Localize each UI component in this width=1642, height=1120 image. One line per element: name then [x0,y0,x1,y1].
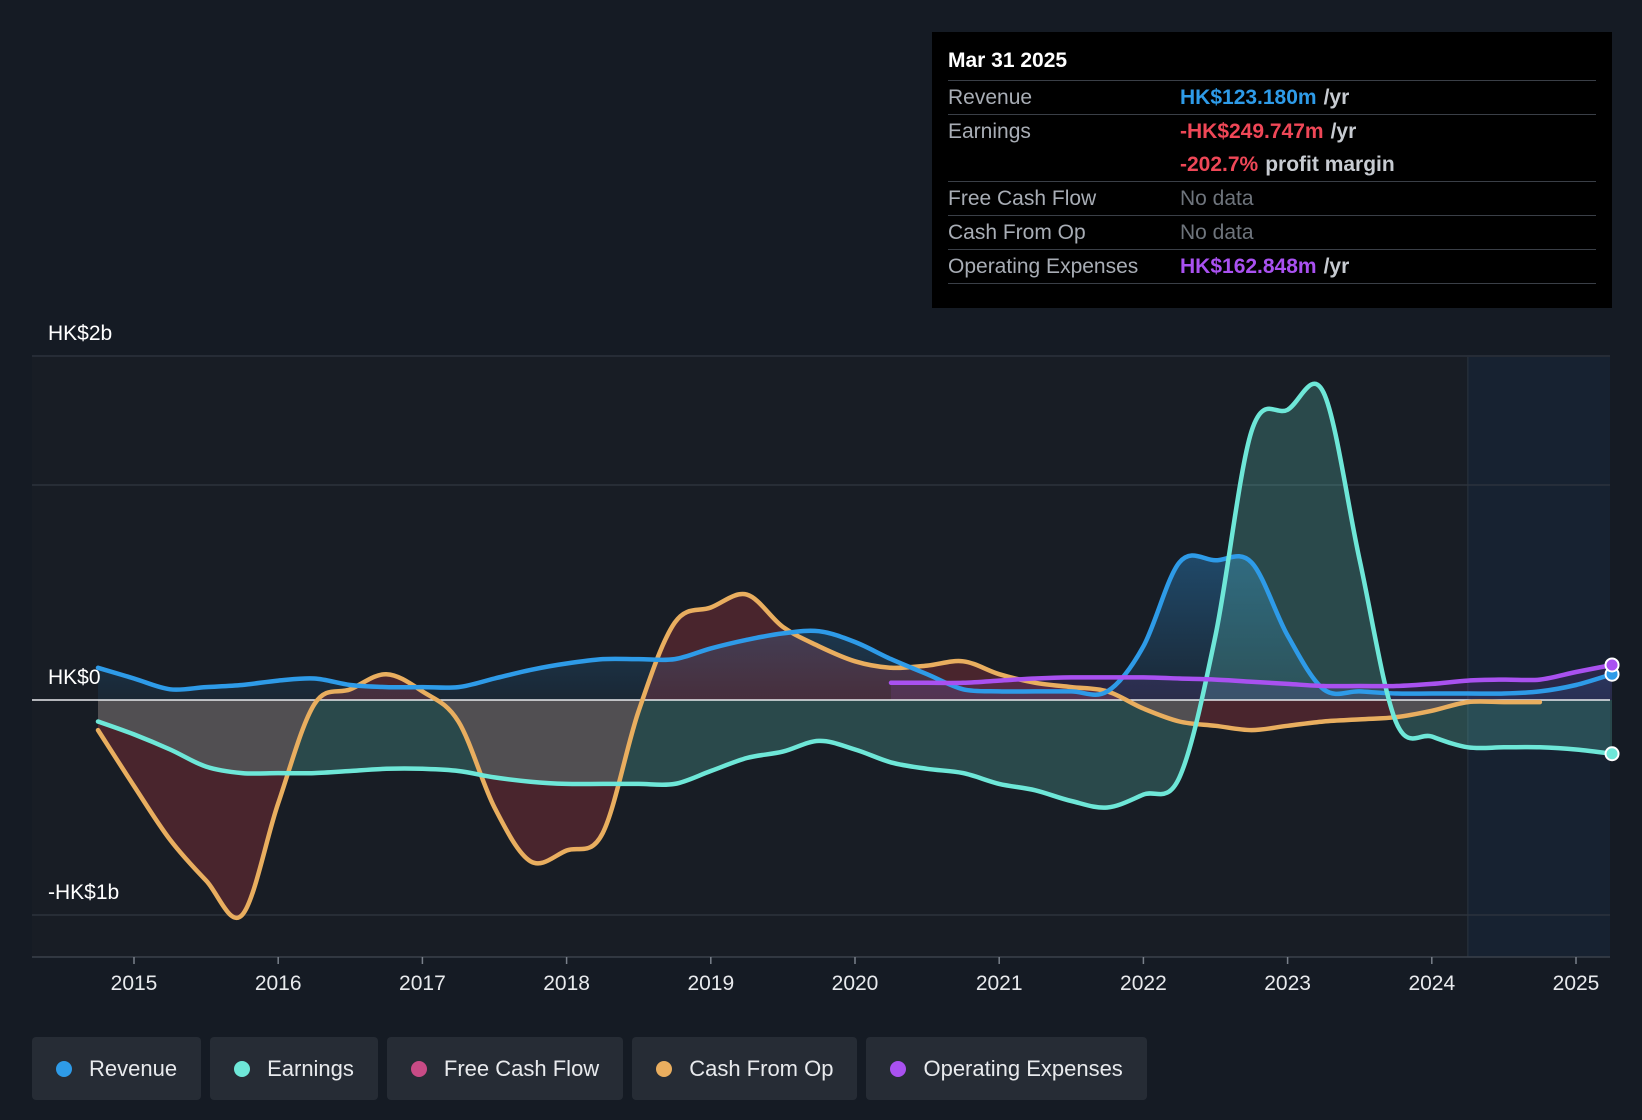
tooltip-value-opex: HK$162.848m [1180,255,1317,278]
x-tick-label: 2015 [111,972,158,995]
legend-dot-icon [656,1060,673,1077]
line-operating-expenses [888,662,1615,689]
y-tick-label: HK$0 [48,666,101,689]
legend-dot-icon [410,1060,427,1077]
tooltip-row-margin: -202.7% profit margin [948,148,1596,182]
tooltip-unit-revenue: /yr [1323,86,1350,109]
legend-item-earnings[interactable]: Earnings [210,1037,378,1100]
tooltip-label-earnings: Earnings [948,120,1031,143]
legend-dot-icon [234,1060,251,1077]
tooltip-value-revenue: HK$123.180m [1180,86,1317,109]
y-axis: HK$2b HK$0 -HK$1b [48,322,119,904]
x-tick-label: 2022 [1120,972,1167,995]
tooltip-row-revenue: Revenue HK$123.180m/yr [948,81,1596,115]
tooltip-value-fcf: No data [1180,187,1254,210]
line-earnings [95,381,1615,810]
legend-label-operating-expenses: Operating Expenses [923,1055,1123,1081]
plot-background [32,357,1610,957]
legend-dot-icon [890,1060,907,1077]
x-tick-label: 2021 [976,972,1023,995]
x-tick-label: 2020 [832,972,879,995]
tooltip-row-opex: Operating Expenses HK$162.848m/yr [948,250,1596,284]
forecast-region [1467,357,1610,957]
legend-item-operating-expenses[interactable]: Operating Expenses [866,1037,1147,1100]
tooltip-label-revenue: Revenue [948,86,1033,109]
legend-dot-icon [56,1060,72,1077]
x-tick-label: 2023 [1264,972,1311,995]
series-lines [32,381,1615,920]
tooltip-date: Mar 31 2025 [948,46,1596,81]
tooltip-row-earnings: Earnings -HK$249.747m/yr [948,115,1596,148]
legend-item-free-cash-flow[interactable]: Free Cash Flow [386,1037,624,1100]
x-tick-label: 2017 [399,972,446,995]
legend-item-revenue[interactable]: Revenue [32,1037,202,1100]
tooltip-value-earnings: -HK$249.747m [1180,120,1324,143]
legend-item-cash-from-op[interactable]: Cash From Op [632,1037,858,1100]
tooltip-unit-opex: /yr [1323,255,1350,278]
y-tick-label: -HK$1b [48,881,119,904]
line-cash-from-op [95,591,1543,920]
tooltip-row-cfo: Cash From Op No data [948,216,1596,250]
area-earnings [98,383,1612,808]
x-tick-label: 2016 [255,972,302,995]
end-marker-operating-expenses [1604,657,1620,673]
area-revenue [98,555,1612,700]
x-tick-label: 2024 [1408,972,1455,995]
y-tick-label: HK$2b [48,322,112,345]
tooltip-value-margin: -202.7% [1180,153,1259,176]
tooltip-label-cfo: Cash From Op [948,221,1086,244]
end-markers [1604,657,1620,762]
x-tick-label: 2019 [687,972,734,995]
line-revenue [95,553,1615,697]
tooltip-unit-earnings: /yr [1330,120,1357,143]
legend-label-free-cash-flow: Free Cash Flow [443,1055,600,1081]
x-tick-label: 2025 [1553,972,1600,995]
legend-label-earnings: Earnings [267,1055,354,1081]
x-axis: 2015 2016 2017 2018 2019 2020 2021 2022 2023 2024… [111,957,1600,995]
x-tick-label: 2018 [543,972,590,995]
tooltip-label-opex: Operating Expenses [948,255,1139,278]
tooltip-label-margin: profit margin [1265,153,1395,176]
legend: Revenue Earnings Free Cash Flow Cash Fro… [32,1037,1147,1100]
tooltip-row-fcf: Free Cash Flow No data [948,182,1596,216]
tooltip-panel: Mar 31 2025 Revenue HK$123.180m/yr Earni… [932,32,1612,308]
end-marker-earnings [1604,746,1620,762]
tooltip-label-fcf: Free Cash Flow [948,187,1097,210]
legend-label-cash-from-op: Cash From Op [689,1055,834,1081]
legend-label-revenue: Revenue [89,1055,178,1081]
tooltip-value-cfo: No data [1180,221,1254,244]
